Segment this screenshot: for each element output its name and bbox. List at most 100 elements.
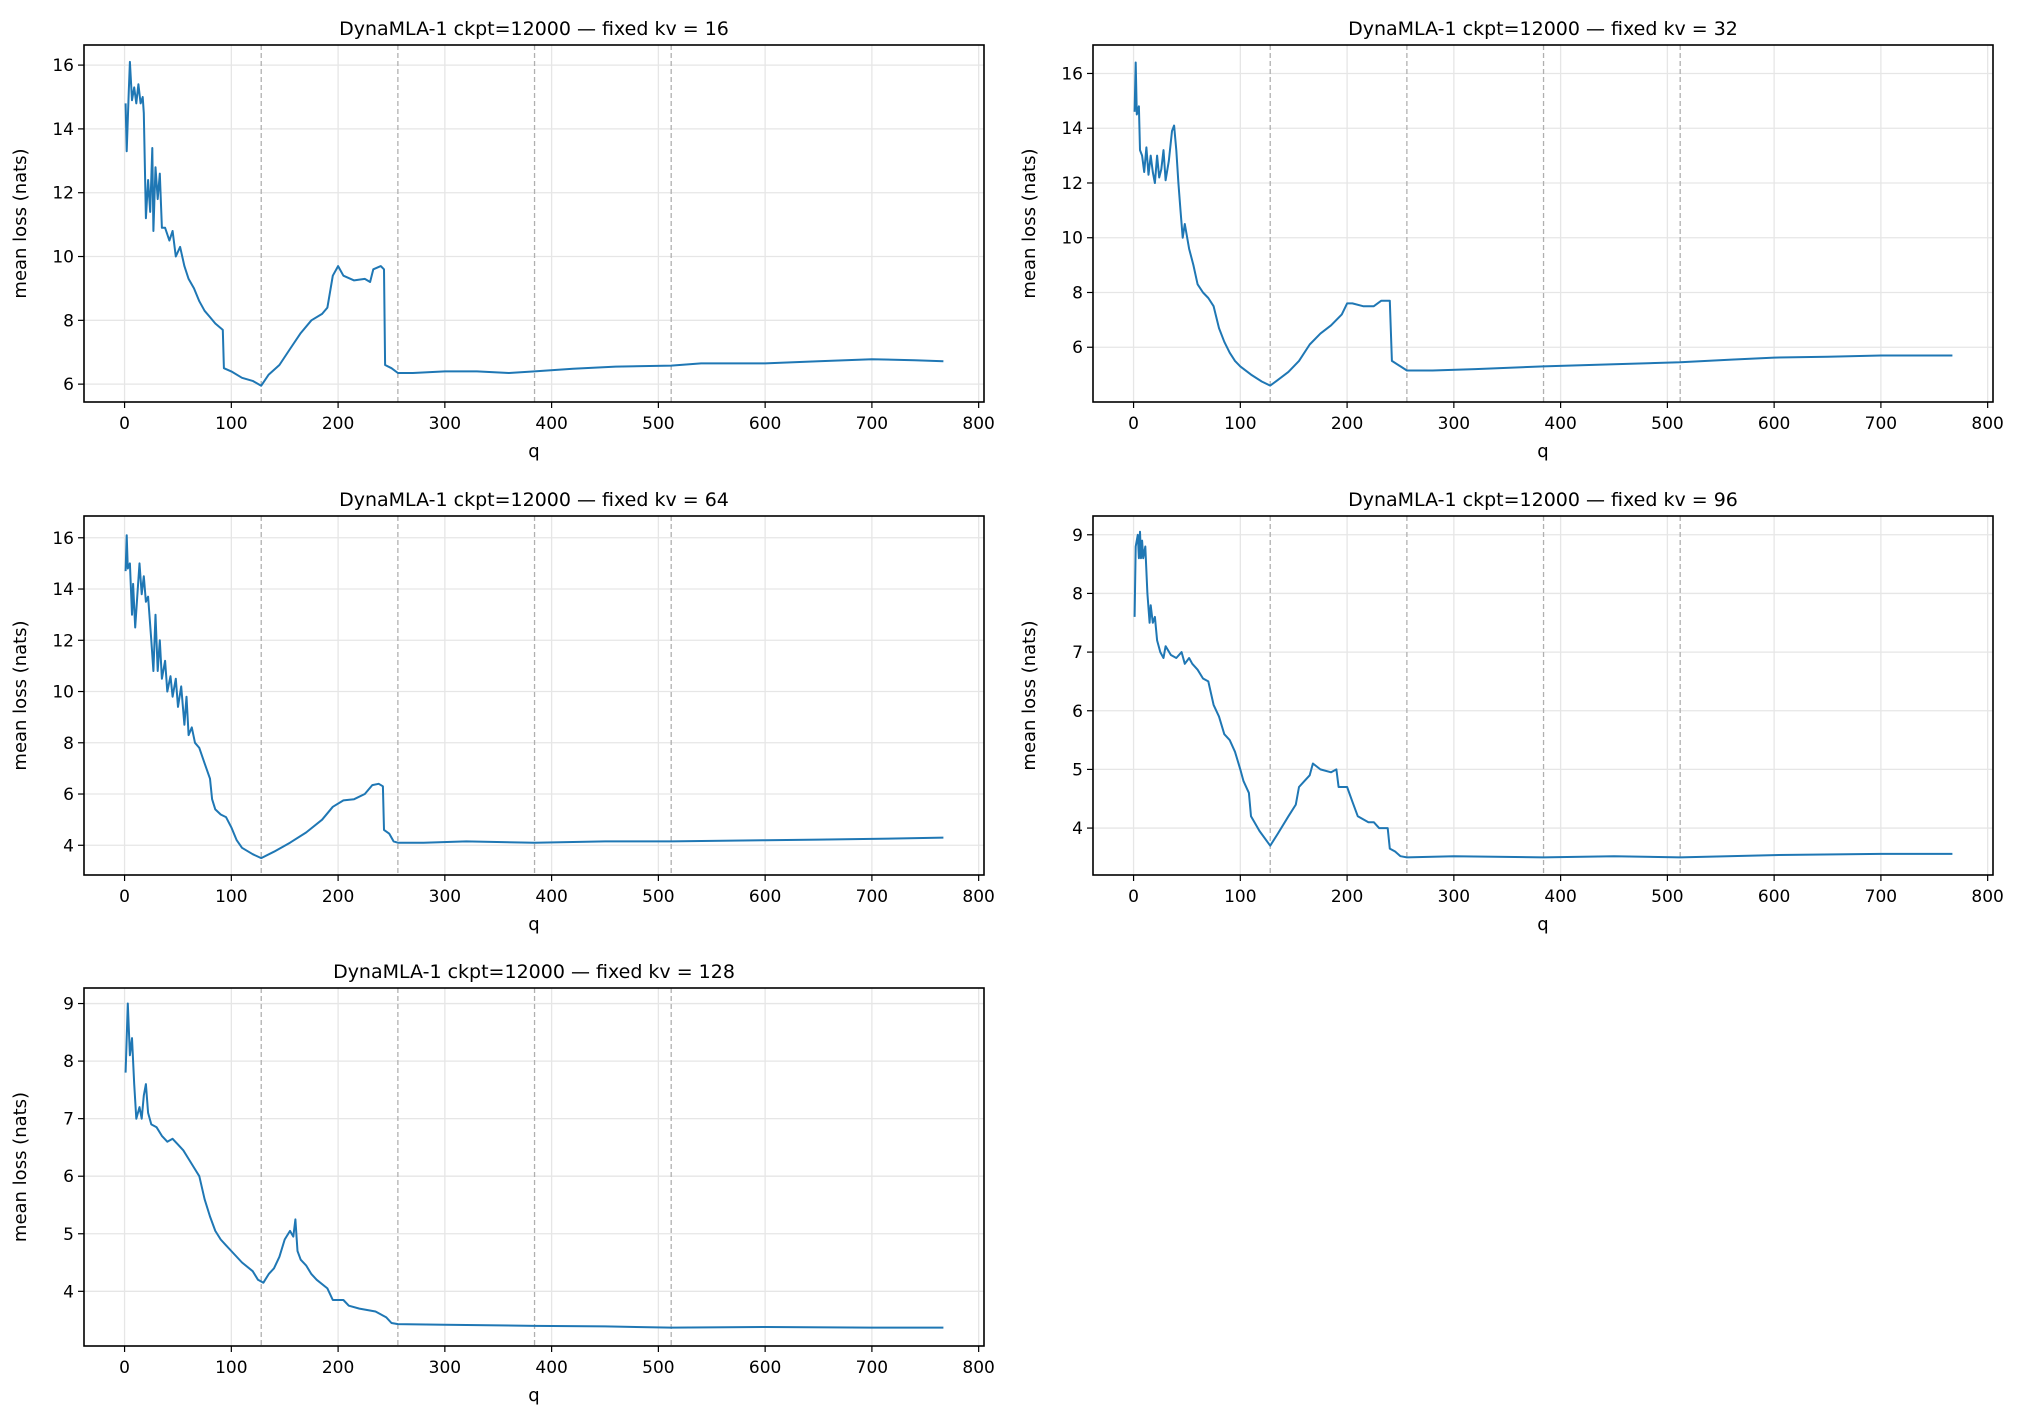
axes-frame: [1092, 44, 1994, 403]
y-tick-label: 14: [52, 120, 74, 140]
x-tick-label: 800: [1971, 414, 2003, 434]
y-axis-label: mean loss (nats): [1019, 620, 1040, 770]
y-tick-label: 8: [63, 311, 74, 331]
y-axis-label: mean loss (nats): [1019, 148, 1040, 298]
y-tick-label: 10: [52, 248, 74, 268]
x-tick-label: 800: [962, 1358, 994, 1378]
y-tick-label: 6: [63, 1167, 74, 1187]
y-axis-label: mean loss (nats): [10, 148, 31, 298]
x-tick-label: 100: [1224, 414, 1256, 434]
x-tick-label: 400: [1544, 887, 1576, 907]
x-tick-label: 0: [1128, 414, 1139, 434]
subplot-title: DynaMLA-1 ckpt=12000 — fixed kv = 96: [1348, 489, 1738, 511]
y-tick-label: 4: [63, 1282, 74, 1302]
y-tick-label: 16: [1061, 64, 1083, 84]
subplot-title: DynaMLA-1 ckpt=12000 — fixed kv = 128: [333, 961, 735, 983]
x-tick-label: 200: [322, 414, 354, 434]
x-tick-label: 100: [1224, 887, 1256, 907]
x-tick-label: 200: [322, 887, 354, 907]
x-tick-label: 100: [215, 887, 247, 907]
x-tick-label: 300: [1438, 414, 1470, 434]
y-tick-label: 10: [52, 683, 74, 703]
x-tick-label: 500: [642, 414, 674, 434]
x-tick-label: 200: [1331, 414, 1363, 434]
subplot-title: DynaMLA-1 ckpt=12000 — fixed kv = 32: [1348, 18, 1738, 40]
x-tick-label: 400: [535, 1358, 567, 1378]
x-tick-label: 600: [749, 414, 781, 434]
y-tick-label: 4: [1072, 819, 1083, 839]
x-tick-label: 600: [749, 887, 781, 907]
axes-frame: [83, 987, 985, 1347]
y-tick-label: 10: [1061, 229, 1083, 249]
y-tick-label: 8: [63, 734, 74, 754]
x-tick-label: 200: [1331, 887, 1363, 907]
subplot-2: 0 100 200 300 400 500 600 700 800 6 8 10 12 14 16 DynaM…: [1019, 18, 2004, 462]
y-tick-label: 12: [1061, 174, 1083, 194]
x-tick-label: 700: [856, 1358, 888, 1378]
x-axis-label: q: [528, 441, 539, 462]
y-tick-label: 5: [63, 1225, 74, 1245]
y-tick-label: 12: [52, 184, 74, 204]
x-tick-label: 200: [322, 1358, 354, 1378]
y-tick-label: 8: [1072, 283, 1083, 303]
y-tick-label: 8: [63, 1052, 74, 1072]
y-tick-label: 14: [1061, 119, 1083, 139]
x-tick-label: 600: [749, 1358, 781, 1378]
y-tick-label: 8: [1072, 584, 1083, 604]
x-tick-label: 500: [642, 1358, 674, 1378]
x-tick-label: 0: [119, 1358, 130, 1378]
y-tick-label: 4: [63, 836, 74, 856]
x-tick-label: 0: [1128, 887, 1139, 907]
subplot-1: 0 100 200 300 400 500 600 700 800 6 8 10 12 14 16 DynaM…: [10, 18, 995, 462]
x-tick-label: 100: [215, 414, 247, 434]
x-tick-label: 100: [215, 1358, 247, 1378]
x-tick-label: 600: [1758, 887, 1790, 907]
x-tick-label: 800: [962, 887, 994, 907]
subplot-3: 0 100 200 300 400 500 600 700 800 4 6 8 10 12 14 16 Dyna…: [10, 489, 995, 935]
x-tick-label: 500: [1651, 414, 1683, 434]
y-tick-label: 9: [1072, 526, 1083, 546]
loss-series-line: [124, 60, 944, 387]
x-tick-label: 300: [429, 1358, 461, 1378]
x-tick-label: 0: [119, 887, 130, 907]
x-tick-label: 0: [119, 414, 130, 434]
x-tick-label: 500: [642, 887, 674, 907]
y-tick-label: 6: [1072, 702, 1083, 722]
subplot-title: DynaMLA-1 ckpt=12000 — fixed kv = 16: [339, 18, 729, 40]
x-tick-label: 700: [856, 887, 888, 907]
x-tick-label: 700: [1865, 414, 1897, 434]
x-tick-label: 700: [856, 414, 888, 434]
x-tick-label: 500: [1651, 887, 1683, 907]
loss-series-line: [1133, 61, 1953, 387]
axes-frame: [1092, 515, 1994, 876]
x-tick-label: 400: [1544, 414, 1576, 434]
subplot-5: 0 100 200 300 400 500 600 700 800 4 5 6 7 8 9 DynaMLA-1…: [10, 961, 995, 1406]
x-tick-label: 600: [1758, 414, 1790, 434]
y-tick-label: 7: [1072, 643, 1083, 663]
x-tick-label: 400: [535, 414, 567, 434]
x-tick-label: 300: [1438, 887, 1470, 907]
y-tick-label: 6: [63, 785, 74, 805]
y-tick-label: 7: [63, 1110, 74, 1130]
y-tick-label: 12: [52, 631, 74, 651]
y-tick-label: 5: [1072, 760, 1083, 780]
axes-frame: [83, 44, 985, 403]
loss-series-line: [124, 534, 944, 860]
x-tick-label: 300: [429, 887, 461, 907]
x-axis-label: q: [528, 914, 539, 935]
x-tick-label: 400: [535, 887, 567, 907]
loss-series-line: [124, 1002, 944, 1329]
x-axis-label: q: [1537, 914, 1548, 935]
y-tick-label: 16: [52, 56, 74, 76]
y-axis-label: mean loss (nats): [10, 620, 31, 770]
subplot-4: 0 100 200 300 400 500 600 700 800 4 5 6 7 8 9 DynaMLA-1…: [1019, 489, 2004, 935]
y-tick-label: 16: [52, 529, 74, 549]
x-axis-label: q: [528, 1385, 539, 1406]
y-axis-label: mean loss (nats): [10, 1092, 31, 1242]
loss-series-line: [1133, 530, 1953, 859]
subplot-title: DynaMLA-1 ckpt=12000 — fixed kv = 64: [339, 489, 729, 511]
x-tick-label: 800: [1971, 887, 2003, 907]
y-tick-label: 6: [1072, 338, 1083, 358]
y-tick-label: 9: [63, 995, 74, 1015]
